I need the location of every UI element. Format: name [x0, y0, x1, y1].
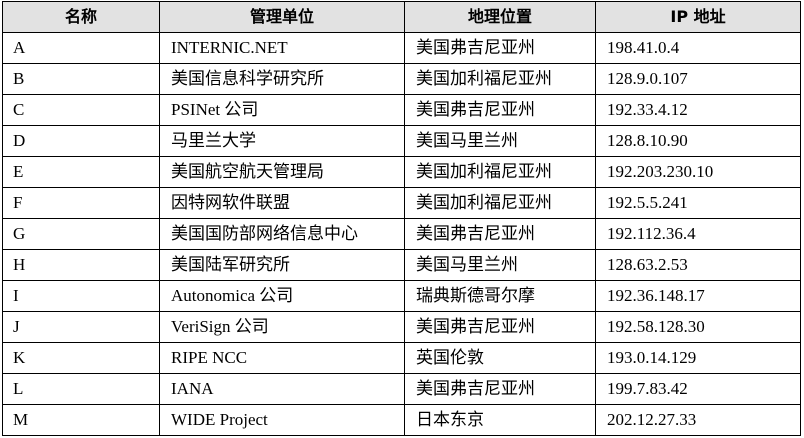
cell-location: 美国加利福尼亚州	[404, 187, 596, 219]
header-name: 名称	[2, 1, 160, 33]
table-body: A INTERNIC.NET 美国弗吉尼亚州 198.41.0.4 B 美国信息…	[2, 32, 801, 436]
cell-name: G	[2, 218, 160, 250]
table-row: H 美国陆军研究所 美国马里兰州 128.63.2.53	[2, 249, 801, 281]
cell-ip-address: 193.0.14.129	[595, 342, 801, 374]
header-ip-address: IP 地址	[595, 1, 801, 33]
cell-location: 美国弗吉尼亚州	[404, 94, 596, 126]
cell-name: I	[2, 280, 160, 312]
cell-organization: PSINet 公司	[159, 94, 405, 126]
table-row: C PSINet 公司 美国弗吉尼亚州 192.33.4.12	[2, 94, 801, 126]
cell-name: K	[2, 342, 160, 374]
cell-organization: Autonomica 公司	[159, 280, 405, 312]
cell-location: 日本东京	[404, 404, 596, 436]
table-row: D 马里兰大学 美国马里兰州 128.8.10.90	[2, 125, 801, 157]
cell-name: B	[2, 63, 160, 95]
table-row: G 美国国防部网络信息中心 美国弗吉尼亚州 192.112.36.4	[2, 218, 801, 250]
table-row: J VeriSign 公司 美国弗吉尼亚州 192.58.128.30	[2, 311, 801, 343]
cell-location: 英国伦敦	[404, 342, 596, 374]
cell-location: 美国弗吉尼亚州	[404, 373, 596, 405]
cell-organization: RIPE NCC	[159, 342, 405, 374]
table-row: F 因特网软件联盟 美国加利福尼亚州 192.5.5.241	[2, 187, 801, 219]
table-row: L IANA 美国弗吉尼亚州 199.7.83.42	[2, 373, 801, 405]
cell-name: J	[2, 311, 160, 343]
cell-ip-address: 192.36.148.17	[595, 280, 801, 312]
cell-organization: 美国航空航天管理局	[159, 156, 405, 188]
cell-location: 美国马里兰州	[404, 125, 596, 157]
header-row: 名称 管理单位 地理位置 IP 地址	[2, 1, 801, 33]
cell-name: F	[2, 187, 160, 219]
table-row: A INTERNIC.NET 美国弗吉尼亚州 198.41.0.4	[2, 32, 801, 64]
table-header: 名称 管理单位 地理位置 IP 地址	[2, 1, 801, 33]
cell-ip-address: 192.203.230.10	[595, 156, 801, 188]
cell-name: M	[2, 404, 160, 436]
cell-ip-address: 192.5.5.241	[595, 187, 801, 219]
cell-name: H	[2, 249, 160, 281]
cell-location: 美国马里兰州	[404, 249, 596, 281]
cell-organization: IANA	[159, 373, 405, 405]
table-row: M WIDE Project 日本东京 202.12.27.33	[2, 404, 801, 436]
cell-name: C	[2, 94, 160, 126]
cell-location: 美国加利福尼亚州	[404, 63, 596, 95]
cell-name: E	[2, 156, 160, 188]
header-location: 地理位置	[404, 1, 596, 33]
cell-ip-address: 198.41.0.4	[595, 32, 801, 64]
cell-ip-address: 128.63.2.53	[595, 249, 801, 281]
cell-location: 瑞典斯德哥尔摩	[404, 280, 596, 312]
cell-ip-address: 128.8.10.90	[595, 125, 801, 157]
cell-ip-address: 192.58.128.30	[595, 311, 801, 343]
cell-organization: WIDE Project	[159, 404, 405, 436]
table-row: I Autonomica 公司 瑞典斯德哥尔摩 192.36.148.17	[2, 280, 801, 312]
header-organization: 管理单位	[159, 1, 405, 33]
table-row: E 美国航空航天管理局 美国加利福尼亚州 192.203.230.10	[2, 156, 801, 188]
cell-ip-address: 128.9.0.107	[595, 63, 801, 95]
cell-ip-address: 202.12.27.33	[595, 404, 801, 436]
cell-ip-address: 192.112.36.4	[595, 218, 801, 250]
cell-ip-address: 192.33.4.12	[595, 94, 801, 126]
cell-organization: 因特网软件联盟	[159, 187, 405, 219]
cell-location: 美国弗吉尼亚州	[404, 32, 596, 64]
cell-location: 美国弗吉尼亚州	[404, 218, 596, 250]
cell-name: A	[2, 32, 160, 64]
cell-organization: 马里兰大学	[159, 125, 405, 157]
cell-organization: 美国国防部网络信息中心	[159, 218, 405, 250]
cell-name: L	[2, 373, 160, 405]
table-row: B 美国信息科学研究所 美国加利福尼亚州 128.9.0.107	[2, 63, 801, 95]
cell-organization: VeriSign 公司	[159, 311, 405, 343]
cell-location: 美国弗吉尼亚州	[404, 311, 596, 343]
cell-name: D	[2, 125, 160, 157]
cell-location: 美国加利福尼亚州	[404, 156, 596, 188]
cell-organization: INTERNIC.NET	[159, 32, 405, 64]
cell-organization: 美国陆军研究所	[159, 249, 405, 281]
table-row: K RIPE NCC 英国伦敦 193.0.14.129	[2, 342, 801, 374]
cell-organization: 美国信息科学研究所	[159, 63, 405, 95]
cell-ip-address: 199.7.83.42	[595, 373, 801, 405]
